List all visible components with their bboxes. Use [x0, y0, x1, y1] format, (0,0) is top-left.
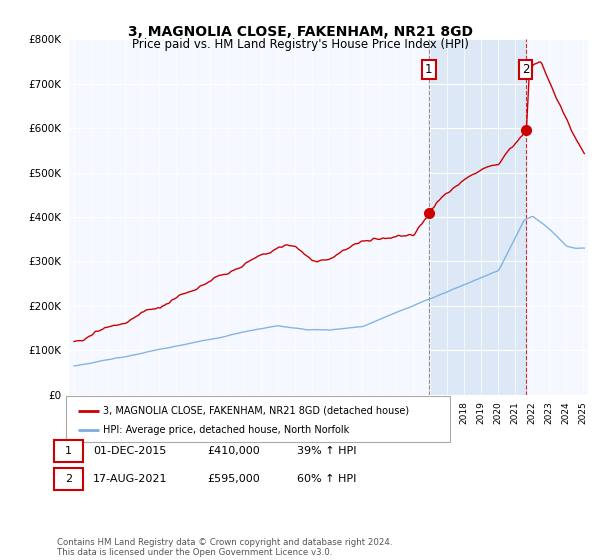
- Text: 2: 2: [65, 474, 72, 484]
- Text: 2: 2: [522, 63, 530, 76]
- Text: £595,000: £595,000: [207, 474, 260, 484]
- Text: 1: 1: [65, 446, 72, 456]
- Text: 60% ↑ HPI: 60% ↑ HPI: [297, 474, 356, 484]
- Bar: [429, 39, 526, 395]
- Text: 17-AUG-2021: 17-AUG-2021: [93, 474, 167, 484]
- Text: Contains HM Land Registry data © Crown copyright and database right 2024.
This d: Contains HM Land Registry data © Crown c…: [57, 538, 392, 557]
- Text: HPI: Average price, detached house, North Norfolk: HPI: Average price, detached house, Nort…: [103, 424, 349, 435]
- Text: £410,000: £410,000: [207, 446, 260, 456]
- Text: 1: 1: [425, 63, 433, 76]
- Text: 01-DEC-2015: 01-DEC-2015: [93, 446, 166, 456]
- Text: 39% ↑ HPI: 39% ↑ HPI: [297, 446, 356, 456]
- Text: 3, MAGNOLIA CLOSE, FAKENHAM, NR21 8GD (detached house): 3, MAGNOLIA CLOSE, FAKENHAM, NR21 8GD (d…: [103, 405, 409, 416]
- Text: Price paid vs. HM Land Registry's House Price Index (HPI): Price paid vs. HM Land Registry's House …: [131, 38, 469, 51]
- Text: 3, MAGNOLIA CLOSE, FAKENHAM, NR21 8GD: 3, MAGNOLIA CLOSE, FAKENHAM, NR21 8GD: [128, 25, 473, 39]
